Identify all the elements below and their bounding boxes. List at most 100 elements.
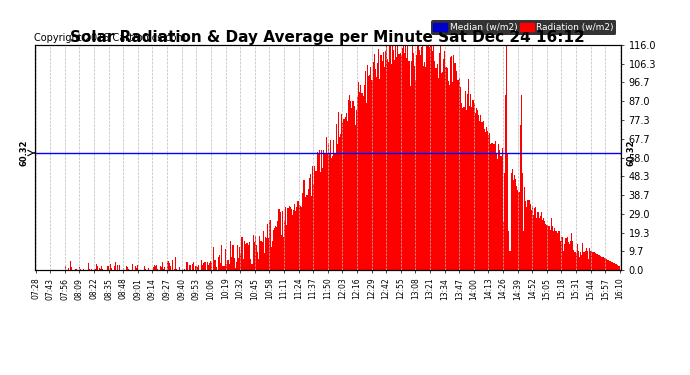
Bar — [186, 262, 188, 270]
Bar — [249, 242, 250, 270]
Bar — [257, 252, 258, 270]
Bar — [505, 95, 506, 270]
Bar — [111, 268, 112, 270]
Bar — [68, 268, 69, 270]
Bar — [184, 269, 186, 270]
Bar — [516, 186, 518, 270]
Bar — [532, 206, 533, 270]
Bar — [513, 180, 514, 270]
Bar — [506, 45, 507, 270]
Bar — [156, 265, 157, 270]
Bar — [348, 100, 349, 270]
Bar — [491, 143, 493, 270]
Bar — [615, 264, 616, 270]
Bar — [89, 269, 90, 270]
Bar — [461, 103, 462, 270]
Bar — [239, 247, 240, 270]
Bar — [123, 268, 124, 270]
Bar — [215, 267, 217, 270]
Bar — [384, 68, 385, 270]
Bar — [101, 266, 102, 270]
Bar — [351, 108, 353, 270]
Bar — [468, 79, 469, 270]
Bar — [258, 259, 259, 270]
Bar — [97, 266, 98, 270]
Bar — [599, 255, 600, 270]
Bar — [347, 121, 348, 270]
Bar — [470, 94, 471, 270]
Bar — [609, 261, 611, 270]
Bar — [471, 107, 473, 270]
Bar — [424, 62, 425, 270]
Bar — [195, 266, 197, 270]
Bar — [135, 266, 136, 270]
Bar — [204, 262, 206, 270]
Bar — [273, 230, 274, 270]
Bar — [193, 262, 195, 270]
Bar — [152, 267, 154, 270]
Bar — [457, 80, 458, 270]
Bar — [434, 61, 435, 270]
Bar — [451, 56, 452, 270]
Bar — [328, 143, 329, 270]
Bar — [389, 45, 391, 270]
Bar — [228, 260, 229, 270]
Bar — [264, 253, 265, 270]
Bar — [504, 173, 505, 270]
Bar — [294, 204, 295, 270]
Bar — [593, 252, 595, 270]
Bar — [265, 237, 266, 270]
Bar — [523, 231, 524, 270]
Bar — [285, 207, 286, 270]
Bar — [617, 265, 618, 270]
Bar — [392, 45, 393, 270]
Bar — [209, 263, 210, 270]
Bar — [467, 94, 468, 270]
Bar — [315, 171, 317, 270]
Bar — [419, 50, 420, 270]
Bar — [276, 227, 277, 270]
Bar — [355, 125, 356, 270]
Bar — [577, 244, 578, 270]
Bar — [449, 85, 450, 270]
Bar — [408, 61, 410, 270]
Bar — [333, 140, 335, 270]
Bar — [231, 257, 233, 270]
Bar — [192, 264, 193, 270]
Bar — [353, 106, 355, 270]
Bar — [480, 115, 482, 270]
Bar — [531, 210, 532, 270]
Bar — [312, 166, 313, 270]
Bar — [360, 85, 362, 270]
Bar — [410, 86, 411, 270]
Bar — [340, 134, 342, 270]
Bar — [527, 200, 529, 270]
Bar — [554, 228, 555, 270]
Bar — [443, 59, 444, 270]
Bar — [398, 54, 400, 270]
Bar — [421, 46, 422, 270]
Bar — [613, 263, 615, 270]
Bar — [247, 243, 248, 270]
Bar — [371, 80, 373, 270]
Bar — [246, 243, 247, 270]
Bar — [311, 196, 312, 270]
Bar — [303, 180, 304, 270]
Bar — [608, 260, 609, 270]
Bar — [414, 66, 415, 270]
Bar — [551, 218, 552, 270]
Bar — [524, 187, 525, 270]
Bar — [433, 45, 434, 270]
Bar — [376, 77, 377, 270]
Bar — [500, 156, 502, 270]
Bar — [190, 265, 191, 270]
Bar — [618, 266, 620, 270]
Bar — [582, 243, 584, 270]
Bar — [511, 172, 512, 270]
Bar — [415, 80, 416, 270]
Bar — [188, 266, 190, 270]
Bar — [301, 207, 302, 270]
Bar — [213, 248, 215, 270]
Bar — [338, 112, 339, 270]
Bar — [110, 264, 111, 270]
